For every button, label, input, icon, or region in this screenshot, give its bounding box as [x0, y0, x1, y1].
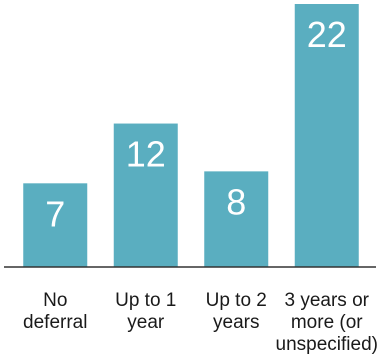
category-label-2-line-1: Up to 1: [115, 290, 176, 311]
category-label-2-line-2: year: [127, 312, 165, 333]
category-label-1-line-2: deferral: [23, 312, 87, 333]
bar-value-label-1: 7: [45, 193, 65, 234]
value-labels-group: 7 12 8 22: [45, 14, 347, 234]
category-label-4-line-3: unspecified): [276, 334, 378, 355]
bars-group: [23, 4, 359, 267]
bar-4: [294, 4, 359, 267]
bar-2: [113, 123, 178, 267]
category-label-3-line-1: Up to 2: [206, 290, 267, 311]
bar-1: [23, 183, 88, 267]
category-label-3-line-2: years: [213, 312, 259, 333]
bar-value-label-4: 22: [307, 14, 347, 55]
bar-value-label-2: 12: [126, 134, 166, 175]
category-label-4-line-1: 3 years or: [285, 290, 370, 311]
bar-value-label-3: 8: [226, 181, 246, 222]
category-label-1-line-1: No: [43, 290, 67, 311]
category-label-4-line-2: more (or: [291, 312, 363, 333]
bar-3: [204, 171, 269, 267]
